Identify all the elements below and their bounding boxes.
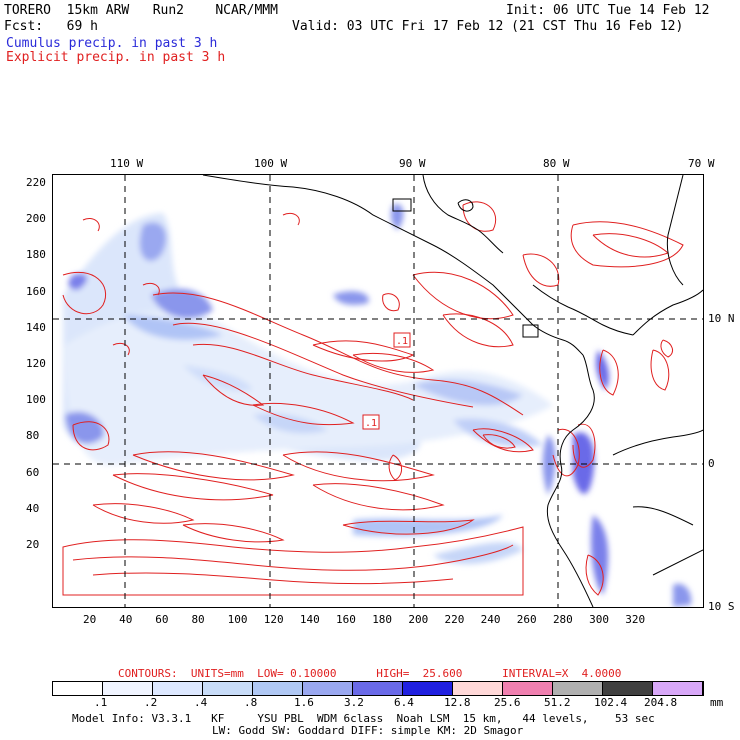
scale-swatch <box>353 682 403 695</box>
x-tick-label: 280 <box>552 613 573 626</box>
scale-swatch <box>203 682 253 695</box>
lat-label-10s: 10 S <box>708 600 735 613</box>
lat-label-10n: 10 N <box>708 312 735 325</box>
x-tick-label: 240 <box>480 613 501 626</box>
x-tick-label: 20 <box>83 613 97 626</box>
y-tick-label: 60 <box>26 465 40 479</box>
scale-swatch <box>503 682 553 695</box>
scale-tick-label: 204.8 <box>644 696 678 709</box>
scale-tick-label: .2 <box>144 696 158 709</box>
forecast-hour: Fcst: 69 h <box>4 19 98 34</box>
lon-label-110w: 110 W <box>110 157 144 170</box>
scale-tick-label: 102.4 <box>594 696 628 709</box>
init-time: Init: 06 UTC Tue 14 Feb 12 <box>506 3 710 18</box>
x-tick-label: 220 <box>444 613 465 626</box>
x-tick-label: 200 <box>408 613 429 626</box>
lat-lon-grid <box>53 175 703 607</box>
x-tick-label: 100 <box>227 613 248 626</box>
title-line-left: TORERO 15km ARW Run2 NCAR/MMM <box>4 3 278 18</box>
contour-value-labels: .1 .1 <box>362 332 411 430</box>
contours-info: CONTOURS: UNITS=mm LOW= 0.10000 HIGH= 25… <box>118 667 622 680</box>
scale-swatch <box>53 682 103 695</box>
scale-tick-label: .4 <box>194 696 208 709</box>
y-tick-label: 100 <box>26 393 46 407</box>
scale-swatch <box>403 682 453 695</box>
x-tick-label: 80 <box>191 613 205 626</box>
coastlines <box>202 175 703 607</box>
y-tick-label: 180 <box>26 248 46 262</box>
explicit-contours <box>62 201 684 596</box>
scale-tick-label: 6.4 <box>394 696 414 709</box>
precip-color-scale <box>52 681 704 696</box>
scale-tick-label: 51.2 <box>544 696 571 709</box>
contour-label-2: .1 <box>365 418 377 429</box>
y-tick-label: 160 <box>26 284 46 298</box>
x-tick-label: 160 <box>336 613 356 626</box>
scale-tick-label: .8 <box>244 696 258 709</box>
x-tick-label: 260 <box>516 613 537 626</box>
lon-label-80w: 80 W <box>543 157 570 170</box>
x-tick-label: 180 <box>372 613 393 626</box>
cumulus-shading <box>63 204 692 607</box>
lon-label-90w: 90 W <box>399 157 426 170</box>
scale-tick-label: 3.2 <box>344 696 364 709</box>
lon-label-70w: 70 W <box>688 157 715 170</box>
explicit-label: Explicit precip. in past 3 h <box>6 50 226 65</box>
x-tick-label: 60 <box>155 613 169 626</box>
scale-swatch <box>253 682 303 695</box>
precip-map: .1 .1 <box>52 174 704 608</box>
y-tick-label: 120 <box>26 357 46 370</box>
cumulus-label: Cumulus precip. in past 3 h <box>6 36 218 51</box>
y-tick-label: 80 <box>26 429 40 443</box>
scale-swatch <box>153 682 203 695</box>
y-tick-label: 200 <box>26 212 46 226</box>
lat-label-0: 0 <box>708 457 715 470</box>
scale-swatch <box>453 682 503 695</box>
y-tick-label: 40 <box>26 501 40 515</box>
scale-unit: mm <box>710 696 724 709</box>
y-tick-label: 140 <box>26 320 46 334</box>
scale-swatch <box>103 682 153 695</box>
scale-tick-label: 25.6 <box>494 696 521 709</box>
scale-swatch <box>553 682 603 695</box>
scale-tick-label: 12.8 <box>444 696 471 709</box>
scale-swatch <box>653 682 703 695</box>
scale-swatch <box>603 682 653 695</box>
x-tick-label: 40 <box>119 613 133 626</box>
y-tick-label: 220 <box>26 176 46 189</box>
map-canvas: .1 .1 <box>53 175 703 607</box>
scale-swatch <box>303 682 353 695</box>
valid-time: Valid: 03 UTC Fri 17 Feb 12 (21 CST Thu … <box>292 19 684 34</box>
contour-label-1: .1 <box>396 336 408 347</box>
x-tick-label: 140 <box>299 613 320 626</box>
scale-tick-label: .1 <box>94 696 108 709</box>
model-info-line2: LW: Godd SW: Goddard DIFF: simple KM: 2D… <box>212 724 524 737</box>
model-info-line1: Model Info: V3.3.1 KF YSU PBL WDM 6class… <box>72 712 655 725</box>
scale-tick-label: 1.6 <box>294 696 314 709</box>
x-tick-label: 300 <box>589 613 609 626</box>
x-tick-label: 320 <box>625 613 646 626</box>
x-tick-label: 120 <box>263 613 284 626</box>
lon-label-100w: 100 W <box>254 157 288 170</box>
y-tick-label: 20 <box>26 538 40 551</box>
